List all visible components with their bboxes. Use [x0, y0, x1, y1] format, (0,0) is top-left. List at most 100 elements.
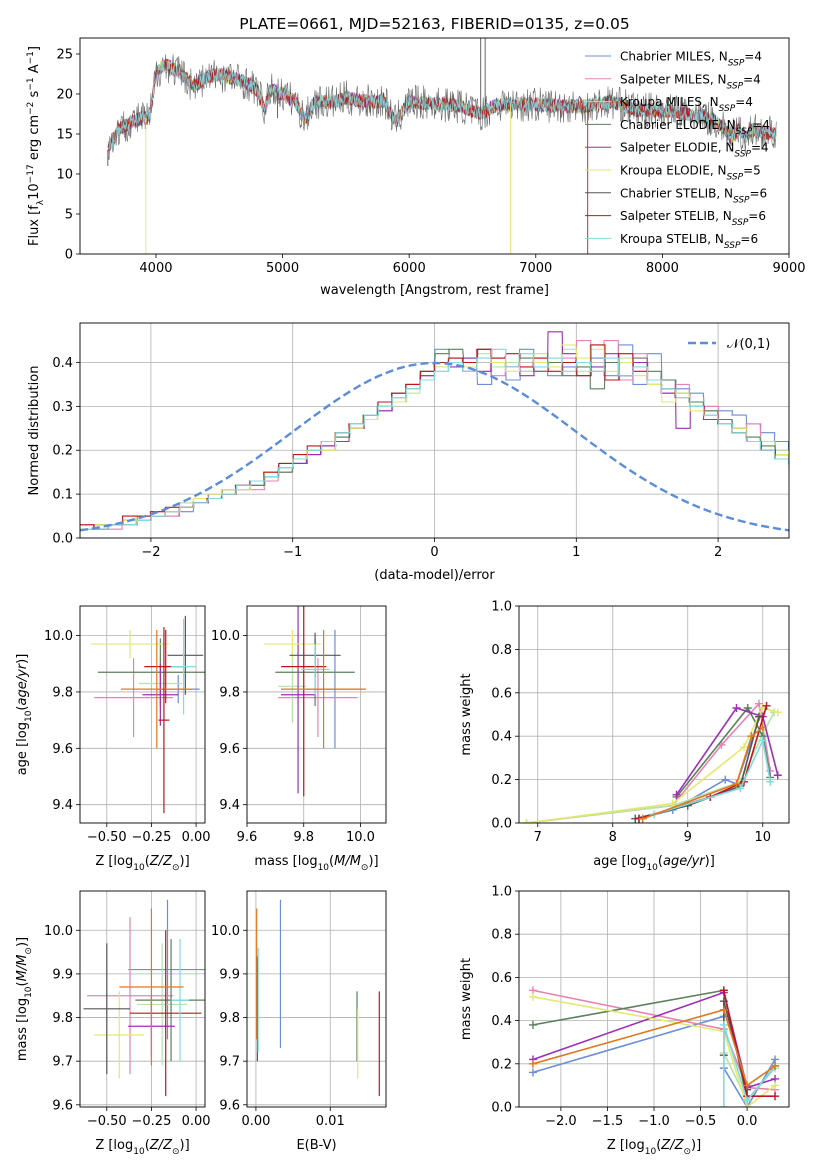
y-tick-label: 0.4 [491, 730, 512, 745]
weight-marker [529, 1021, 537, 1029]
panel-weight-vs-z: −2.0 −1.5 −1.0 −0.5 0.00.00.20.40.60.81.0 [491, 885, 789, 1130]
x-tick-label: 10 [754, 830, 771, 845]
y-tick-label: 20 [56, 88, 73, 103]
y-tick-label: 15 [56, 128, 73, 143]
panel-mass-vs-ebv: 0.00 0.01 9.6 9.7 9.8 9.9 10.0 [211, 891, 386, 1129]
axes-frame [80, 606, 205, 823]
plot-area-weight-vs-age [519, 606, 789, 827]
weight-series-line [527, 704, 771, 823]
y-tick-label: 0.8 [491, 643, 512, 658]
y-tick-label: 9.4 [219, 798, 240, 813]
x-tick-label: 0.0 [737, 1114, 758, 1129]
chart-title: PLATE=0661, MJD=52163, FIBERID=0135, z=0… [239, 15, 629, 33]
y-tick-label: 0.2 [52, 444, 73, 459]
y-tick-label: 0.0 [491, 817, 512, 832]
histogram-series [79, 345, 819, 529]
y-tick-label: 0.8 [491, 928, 512, 943]
x-tick-label: 8 [609, 830, 617, 845]
histogram-series [80, 345, 819, 529]
panel-mass-vs-z: −0.50 −0.25 0.00 9.6 9.7 9.8 9.9 10.0 [44, 891, 211, 1129]
y-tick-label: 9.9 [219, 967, 240, 982]
x-axis-label: (data-model)/error [374, 568, 495, 583]
y-tick-label: 0.0 [52, 532, 73, 547]
x-axis-label: E(B-V) [296, 1138, 336, 1153]
y-tick-label: 9.7 [52, 1055, 73, 1070]
y-tick-label: 10.0 [211, 924, 240, 939]
x-tick-label: 0.01 [316, 1114, 345, 1129]
y-tick-label: 9.6 [52, 742, 73, 757]
y-tick-label: 0.2 [491, 773, 512, 788]
x-axis-label: Z [log10(Z/Z⊙)] [95, 854, 189, 873]
weight-marker [529, 1060, 537, 1068]
weight-marker [771, 1092, 779, 1100]
histogram-series [80, 345, 819, 529]
x-tick-label: 8000 [646, 261, 679, 276]
x-tick-label: 7 [534, 830, 542, 845]
y-tick-label: 25 [56, 48, 73, 63]
y-axis-label: Flux [fλ10−17 erg cm−2 s−1 A−1] [26, 46, 46, 246]
weight-marker [529, 1068, 537, 1076]
axes-frame [80, 891, 205, 1107]
x-tick-label: 1 [572, 545, 580, 560]
y-axis-label: Normed distribution [27, 366, 42, 496]
axes-frame [247, 606, 386, 823]
y-tick-label: 9.7 [219, 1055, 240, 1070]
x-tick-label: −0.5 [685, 1114, 717, 1129]
y-tick-label: 10.0 [44, 629, 73, 644]
x-tick-label: −1.0 [638, 1114, 670, 1129]
y-axis-label: mass weight [459, 673, 474, 755]
y-tick-label: 0 [65, 248, 73, 263]
x-tick-label: 4000 [139, 261, 172, 276]
y-tick-label: 9.6 [219, 742, 240, 757]
x-tick-label: −1 [283, 545, 302, 560]
y-tick-label: 9.6 [219, 1098, 240, 1113]
x-tick-label: 9 [684, 830, 692, 845]
x-axis-label: Z [log10(Z/Z⊙)] [95, 1138, 189, 1157]
histogram-series [80, 349, 819, 529]
legend-entry: Salpeter ELODIE, NSSP=4 [620, 141, 769, 160]
weight-marker [774, 708, 782, 716]
y-tick-label: 0.4 [491, 1014, 512, 1029]
x-tick-label: 0.00 [182, 1114, 211, 1129]
histogram-series [80, 349, 819, 529]
y-tick-label: 9.6 [52, 1098, 73, 1113]
y-tick-label: 9.4 [52, 798, 73, 813]
x-tick-label: −0.50 [87, 1114, 127, 1129]
x-tick-label: −0.50 [87, 830, 127, 845]
x-tick-label: 0 [430, 545, 438, 560]
legend-entry: Salpeter MILES, NSSP=4 [620, 72, 761, 91]
x-axis-label: mass [log10(M/M⊙)] [254, 854, 378, 873]
legend-entry: Chabrier STELIB, NSSP=6 [620, 186, 767, 205]
x-tick-label: −2.0 [545, 1114, 577, 1129]
legend-entry: Chabrier MILES, NSSP=4 [620, 50, 762, 69]
x-tick-label: 5000 [266, 261, 299, 276]
y-tick-label: 10.0 [211, 629, 240, 644]
plot-area-weight-vs-z [519, 891, 789, 1111]
y-tick-label: 0.4 [52, 356, 73, 371]
x-tick-label: 10.0 [346, 830, 375, 845]
legend-entry: 𝒩(0,1) [727, 337, 770, 352]
y-tick-label: 9.8 [52, 1011, 73, 1026]
x-tick-label: 9.6 [237, 830, 258, 845]
plot-area-age-vs-mass [247, 537, 386, 823]
x-tick-label: 9000 [772, 261, 805, 276]
plot-area-mass-vs-z [80, 891, 207, 1107]
x-tick-label: 0.00 [241, 1114, 270, 1129]
y-tick-label: 10 [56, 168, 73, 183]
figure: 4000 5000 6000 7000 8000 90000510152025PLATE=… [0, 0, 819, 1170]
legend-entry: Chabrier ELODIE, NSSP=4 [620, 118, 770, 137]
y-tick-label: 0.2 [491, 1057, 512, 1072]
y-tick-label: 9.8 [219, 1011, 240, 1026]
y-tick-label: 1.0 [491, 885, 512, 900]
weight-marker [766, 778, 774, 786]
panel-age-vs-z: −0.50 −0.25 0.00 9.4 9.6 9.8 10.0 [44, 606, 223, 845]
panel-weight-vs-age: 7 8 9 10 0.0 0.2 0.4 0.6 0.8 1.0 [491, 600, 789, 846]
y-tick-label: 9.8 [219, 685, 240, 700]
y-tick-label: 0.3 [52, 400, 73, 415]
histogram-series [80, 332, 819, 529]
x-tick-label: 7000 [519, 261, 552, 276]
weight-marker [721, 776, 729, 784]
y-axis-label: mass [log10(M/M⊙)] [15, 937, 34, 1061]
weight-series-line [639, 708, 763, 819]
y-tick-label: 0.1 [52, 488, 73, 503]
